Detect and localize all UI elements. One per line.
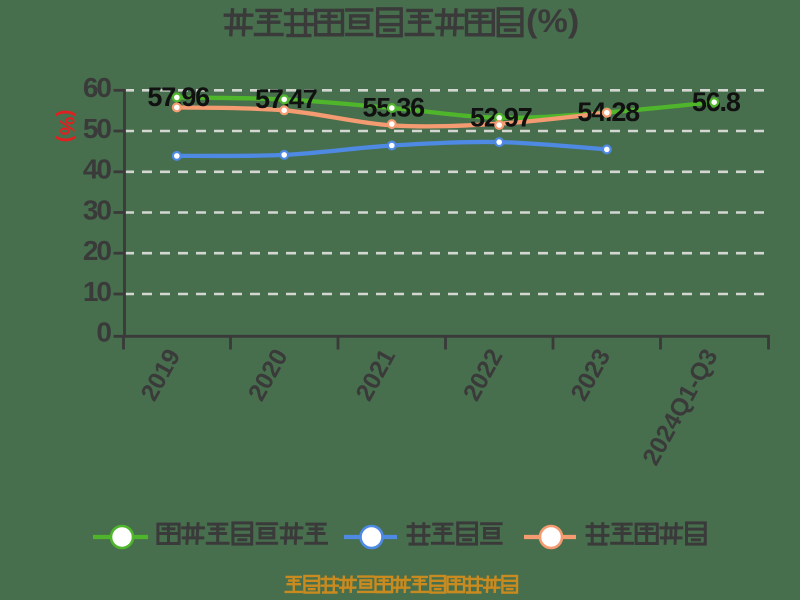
svg-text:(%): (%) <box>526 4 579 40</box>
svg-text:0: 0 <box>96 317 111 348</box>
svg-text:50: 50 <box>83 113 112 144</box>
svg-text:10: 10 <box>83 276 112 307</box>
svg-text:60: 60 <box>83 72 112 103</box>
svg-text:40: 40 <box>83 154 112 185</box>
svg-text:30: 30 <box>83 194 112 225</box>
svg-text:(%): (%) <box>55 110 78 143</box>
svg-text:20: 20 <box>83 235 112 266</box>
